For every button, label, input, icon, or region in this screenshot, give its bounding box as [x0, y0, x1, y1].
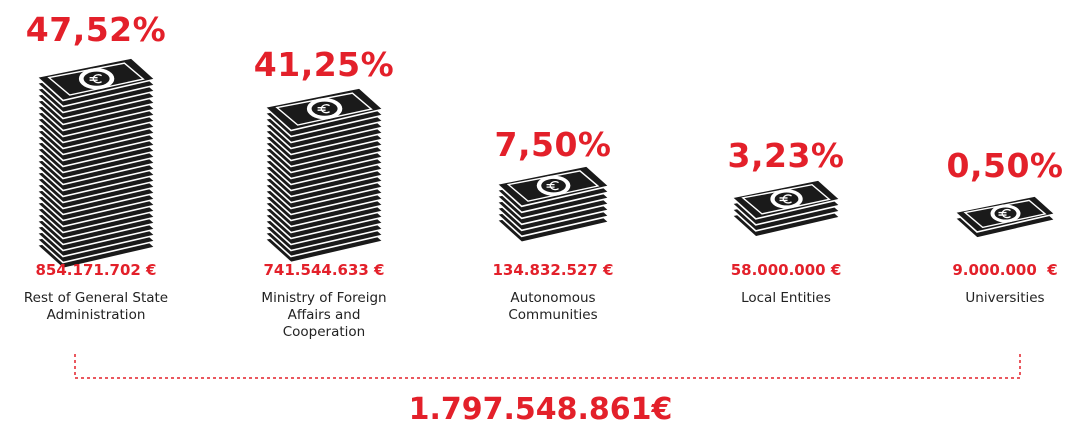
bill-emblem-inner	[84, 72, 110, 86]
bill-emblem-inner	[541, 179, 566, 192]
category-label: Local Entities	[721, 290, 851, 307]
illustration	[0, 0, 1081, 423]
amount: 854.171.702 €	[0, 261, 196, 279]
percent: 7,50%	[453, 125, 653, 164]
amount: 9.000.000 €	[905, 261, 1081, 279]
amount: 134.832.527 €	[453, 261, 653, 279]
percent: 3,23%	[686, 136, 886, 175]
amount: 58.000.000 €	[686, 261, 886, 279]
category-label: Rest of General State Administration	[11, 290, 181, 324]
bill-emblem-inner	[312, 102, 338, 116]
bracket	[75, 354, 1020, 378]
infographic: 1.797.548.861€ 47,52% 854.171.702 € Rest o…	[0, 0, 1081, 423]
amount: 741.544.633 €	[224, 261, 424, 279]
percent: 0,50%	[905, 146, 1081, 185]
category-label: Autonomous Communities	[488, 290, 618, 324]
category-label: Universities	[940, 290, 1070, 307]
percent: 47,52%	[0, 10, 196, 49]
percent: 41,25%	[224, 45, 424, 84]
category-label: Ministry of Foreign Affairs and Cooperat…	[249, 290, 399, 341]
total: 1.797.548.861€	[0, 392, 1081, 423]
